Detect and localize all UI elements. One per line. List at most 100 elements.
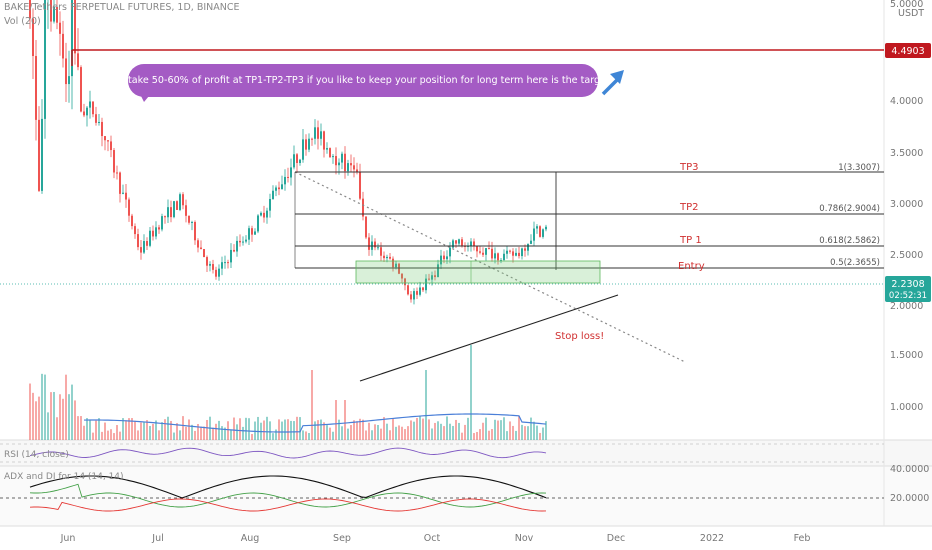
- volume-bar: [494, 419, 496, 440]
- adx-pane-bg: [0, 466, 932, 526]
- volume-bar: [524, 426, 526, 440]
- volume-bar: [389, 430, 391, 440]
- volume-bar: [326, 425, 328, 440]
- uptrend-support-line: [359, 294, 619, 382]
- volume-indicator-label[interactable]: Vol (20): [4, 16, 41, 27]
- candle-body: [230, 249, 232, 263]
- candle-body: [161, 216, 163, 230]
- candle-body: [443, 255, 445, 260]
- candle-body: [125, 192, 127, 200]
- candle-body: [152, 230, 154, 237]
- candle-body: [260, 212, 262, 216]
- volume-bar: [362, 419, 364, 440]
- candle-body: [422, 287, 424, 291]
- candle-body: [461, 239, 463, 246]
- volume-bar: [464, 424, 466, 440]
- volume-bar: [422, 418, 424, 440]
- volume-bar: [89, 420, 91, 440]
- volume-bar: [443, 426, 445, 440]
- volume-bar: [107, 430, 109, 440]
- target-price-badge-text: 4.4903: [891, 46, 924, 57]
- time-tick: Feb: [794, 533, 811, 544]
- adx-tick: 20.0000: [890, 493, 929, 504]
- candle-body: [158, 227, 160, 230]
- rsi-indicator-label[interactable]: RSI (14, close): [4, 450, 69, 460]
- candle-body: [119, 172, 121, 194]
- volume-bar: [302, 430, 304, 440]
- entry-zone-box: [355, 260, 601, 284]
- candle-body: [149, 230, 151, 246]
- volume-bar: [221, 426, 223, 440]
- price-tick: 1.5000: [890, 350, 923, 361]
- candle-body: [59, 22, 61, 34]
- volume-bar: [539, 432, 541, 440]
- volume-bar: [104, 422, 106, 440]
- volume-bar: [476, 431, 478, 440]
- volume-bar: [473, 433, 475, 440]
- candle-body: [314, 127, 316, 139]
- volume-bar: [278, 419, 280, 440]
- candle-body: [284, 176, 286, 185]
- volume-bar: [395, 426, 397, 440]
- volume-bar: [488, 430, 490, 440]
- candle-body: [362, 198, 364, 217]
- volume-bar: [359, 418, 361, 440]
- candle-body: [98, 121, 100, 123]
- volume-bar: [350, 425, 352, 440]
- volume-bar: [437, 421, 439, 440]
- volume-bar: [185, 426, 187, 440]
- volume-bar: [215, 423, 217, 440]
- volume-bar: [377, 425, 379, 440]
- candle-body: [194, 221, 196, 241]
- volume-bar: [176, 423, 178, 440]
- volume-bar: [434, 422, 436, 440]
- volume-bar: [122, 418, 124, 440]
- symbol-title[interactable]: BAKE/Tethers PERPETUAL FUTURES, 1D, BINA…: [4, 2, 240, 13]
- volume-bar: [59, 394, 61, 440]
- volume-bar: [284, 419, 286, 440]
- rsi-pane-bg: [0, 440, 932, 466]
- adx-indicator-label[interactable]: ADX and DI for 14 (14, 14): [4, 472, 124, 482]
- volume-bar: [110, 429, 112, 440]
- time-tick: Oct: [424, 533, 441, 544]
- candle-body: [359, 171, 361, 199]
- volume-bar: [212, 427, 214, 440]
- candle-body: [140, 247, 142, 253]
- volume-bar: [230, 430, 232, 440]
- candle-body: [197, 240, 199, 248]
- currency-label: USDT: [898, 8, 924, 19]
- volume-bar: [242, 426, 244, 440]
- volume-bar: [113, 433, 115, 440]
- volume-bar: [266, 416, 268, 440]
- candle-body: [248, 228, 250, 240]
- volume-bar: [83, 425, 85, 440]
- candle-body: [404, 278, 406, 286]
- candle-body: [182, 194, 184, 206]
- candle-body: [173, 201, 175, 218]
- candle-body: [491, 248, 493, 259]
- volume-bar: [182, 416, 184, 440]
- callout-tail: [138, 90, 154, 102]
- candle-body: [62, 33, 64, 59]
- volume-bar: [86, 418, 88, 440]
- candle-body: [503, 253, 505, 261]
- candle-body: [155, 227, 157, 237]
- volume-bar: [521, 424, 523, 440]
- volume-bar: [404, 429, 406, 440]
- candle-body: [287, 176, 289, 178]
- price-tick: 5.0000: [890, 0, 923, 10]
- candle-body: [89, 101, 91, 108]
- candle-body: [275, 187, 277, 191]
- candle-body: [200, 247, 202, 249]
- candle-body: [440, 255, 442, 265]
- volume-bar: [152, 423, 154, 440]
- time-tick: Sep: [333, 533, 351, 544]
- candle-body: [176, 201, 178, 210]
- volume-bar: [470, 345, 472, 440]
- candle-body: [353, 165, 355, 170]
- stop-loss-label: Stop loss!: [555, 331, 604, 342]
- volume-bar: [146, 420, 148, 440]
- tp2-label: TP2: [679, 202, 699, 213]
- candle-body: [515, 252, 517, 256]
